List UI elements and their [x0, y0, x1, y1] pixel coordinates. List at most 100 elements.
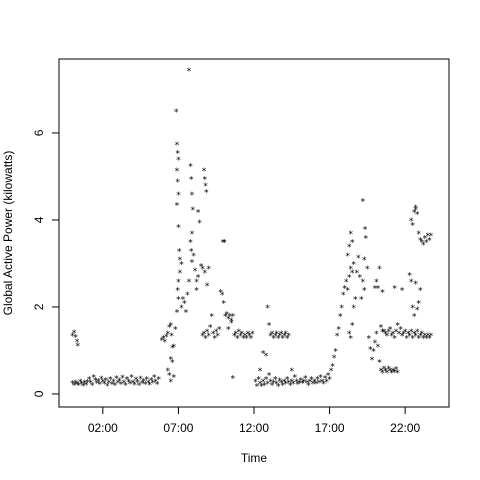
- data-point: *: [169, 332, 174, 342]
- data-point: *: [266, 371, 271, 381]
- data-point: *: [175, 287, 180, 297]
- data-point: *: [387, 326, 392, 336]
- data-point: *: [428, 332, 433, 342]
- data-point: *: [286, 379, 291, 389]
- data-point: *: [278, 379, 283, 389]
- data-point: *: [348, 230, 353, 240]
- data-point: *: [224, 310, 229, 320]
- data-point: *: [271, 379, 276, 389]
- data-point: *: [297, 379, 302, 389]
- data-point: *: [188, 163, 193, 173]
- data-point: *: [424, 334, 429, 344]
- data-point: *: [260, 378, 265, 388]
- data-point: *: [173, 108, 178, 118]
- data-point: *: [74, 338, 79, 348]
- data-point: *: [295, 381, 300, 391]
- data-point: *: [177, 269, 182, 279]
- data-point: *: [87, 376, 92, 386]
- data-point: *: [288, 381, 293, 391]
- data-point: *: [70, 380, 75, 390]
- data-point: *: [162, 338, 167, 348]
- data-point: *: [418, 332, 423, 342]
- data-point: *: [215, 332, 220, 342]
- data-point: *: [378, 367, 383, 377]
- data-point: *: [204, 189, 209, 199]
- data-point: *: [427, 334, 432, 344]
- data-point: *: [93, 377, 98, 387]
- data-point: *: [241, 334, 246, 344]
- data-point: *: [265, 304, 270, 314]
- data-point: *: [285, 334, 290, 344]
- data-point: *: [195, 208, 200, 218]
- data-point: *: [282, 378, 287, 388]
- data-point: *: [425, 232, 430, 242]
- data-point: *: [275, 382, 280, 392]
- data-point: *: [111, 378, 116, 388]
- data-point: *: [421, 334, 426, 344]
- data-point: *: [306, 381, 311, 391]
- data-point: *: [171, 343, 176, 353]
- data-point: *: [362, 256, 367, 266]
- data-point: *: [142, 381, 147, 391]
- data-point: *: [85, 378, 90, 388]
- data-point: *: [177, 256, 182, 266]
- data-point: *: [182, 300, 187, 310]
- data-point: *: [398, 326, 403, 336]
- data-point: *: [129, 374, 134, 384]
- y-axis: 0 2 4 6: [32, 129, 60, 397]
- data-point: *: [336, 326, 341, 336]
- data-point: *: [73, 334, 78, 344]
- data-point: *: [147, 381, 152, 391]
- data-point: *: [188, 239, 193, 249]
- data-point: *: [124, 376, 129, 386]
- data-point: *: [381, 365, 386, 375]
- data-point: *: [192, 267, 197, 277]
- data-point: *: [351, 304, 356, 314]
- data-point: *: [118, 381, 123, 391]
- data-point: *: [112, 381, 117, 391]
- data-point: *: [170, 344, 175, 354]
- data-point: *: [260, 350, 265, 360]
- data-point: *: [416, 300, 421, 310]
- data-point: *: [415, 210, 420, 220]
- data-point: *: [70, 332, 75, 342]
- data-point: *: [203, 334, 208, 344]
- data-point: *: [126, 378, 131, 388]
- data-point: *: [392, 368, 397, 378]
- data-point: *: [266, 321, 271, 331]
- data-point: *: [180, 295, 185, 305]
- data-point: *: [100, 378, 105, 388]
- data-point: *: [176, 295, 181, 305]
- data-point: *: [350, 269, 355, 279]
- data-point: *: [175, 150, 180, 160]
- data-point: *: [416, 230, 421, 240]
- data-point: *: [83, 381, 88, 391]
- data-point: *: [345, 252, 350, 262]
- data-point: *: [380, 369, 385, 379]
- data-point: *: [174, 308, 179, 318]
- data-point: *: [421, 241, 426, 251]
- data-point: *: [269, 330, 274, 340]
- data-point: *: [413, 332, 418, 342]
- data-point: *: [289, 367, 294, 377]
- data-point: *: [307, 378, 312, 388]
- data-point: *: [99, 375, 104, 385]
- data-point: *: [392, 334, 397, 344]
- data-point: *: [179, 260, 184, 270]
- data-point: *: [303, 374, 308, 384]
- data-point: *: [168, 321, 173, 331]
- data-point: *: [359, 295, 364, 305]
- data-point: *: [79, 380, 84, 390]
- x-axis-label: Time: [241, 451, 268, 465]
- data-point: *: [186, 67, 191, 77]
- data-point: *: [248, 334, 253, 344]
- data-point: *: [210, 330, 215, 340]
- data-point: *: [395, 369, 400, 379]
- data-point: *: [71, 329, 76, 339]
- data-point: *: [123, 381, 128, 391]
- data-point: *: [389, 332, 394, 342]
- data-point: *: [194, 278, 199, 288]
- data-point: *: [203, 182, 208, 192]
- data-point: *: [396, 330, 401, 340]
